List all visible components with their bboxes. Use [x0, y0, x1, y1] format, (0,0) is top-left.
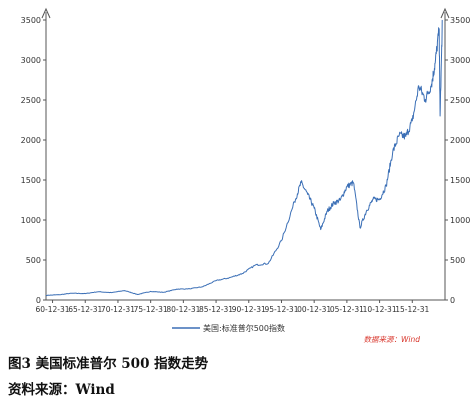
y-left-tick-label: 0: [36, 296, 41, 305]
y-right-tick-label: 2000: [450, 136, 470, 145]
legend: 美国:标准普尔500指数: [172, 323, 285, 333]
x-tick-label: 10-12-31: [363, 305, 397, 314]
y-axis-left-ticks: 0 500 1000 1500 2000 2500 3000 3500: [21, 16, 46, 305]
y-axis-right-ticks: 0 500 1000 1500 2000 2500 3000 3500: [445, 16, 470, 305]
x-tick-label: 65-12-31: [68, 305, 102, 314]
y-right-tick-label: 3500: [450, 16, 470, 25]
x-tick-label: 80-12-31: [166, 305, 200, 314]
sp500-series-line: [45, 19, 443, 297]
x-axis-ticks: 60-12-3165-12-3170-12-3175-12-3180-12-31…: [36, 300, 430, 314]
left-axis-arrow-icon: [41, 7, 51, 19]
y-left-tick-label: 2000: [21, 136, 41, 145]
x-tick-label: 15-12-31: [395, 305, 429, 314]
y-right-tick-label: 3000: [450, 56, 470, 65]
x-tick-label: 85-12-31: [199, 305, 233, 314]
plot-frame: [41, 7, 450, 301]
y-right-tick-label: 1500: [450, 176, 470, 185]
x-tick-label: 95-12-31: [264, 305, 298, 314]
y-left-tick-label: 1500: [21, 176, 41, 185]
y-right-tick-label: 1000: [450, 216, 470, 225]
x-tick-label: 60-12-31: [36, 305, 70, 314]
y-right-tick-label: 0: [450, 296, 455, 305]
x-tick-label: 90-12-31: [232, 305, 266, 314]
right-axis-arrow-icon: [440, 7, 450, 19]
source-note: 数据来源：Wind: [363, 335, 420, 344]
sp500-chart: 0 500 1000 1500 2000 2500 3000 3500 0 500 1000 150…: [21, 7, 470, 344]
y-left-tick-label: 500: [26, 256, 41, 265]
x-tick-label: 05-12-31: [330, 305, 364, 314]
y-left-tick-label: 3500: [21, 16, 41, 25]
source-caption: 资料来源：Wind: [8, 382, 115, 398]
y-left-tick-label: 1000: [21, 216, 41, 225]
y-right-tick-label: 2500: [450, 96, 470, 105]
y-left-tick-label: 2500: [21, 96, 41, 105]
x-tick-label: 75-12-31: [134, 305, 168, 314]
x-tick-label: 00-12-31: [297, 305, 331, 314]
x-tick-label: 70-12-31: [101, 305, 135, 314]
y-right-tick-label: 500: [450, 256, 465, 265]
legend-label: 美国:标准普尔500指数: [203, 323, 285, 333]
figure-caption: 图3 美国标准普尔 500 指数走势: [8, 356, 209, 372]
y-left-tick-label: 3000: [21, 56, 41, 65]
